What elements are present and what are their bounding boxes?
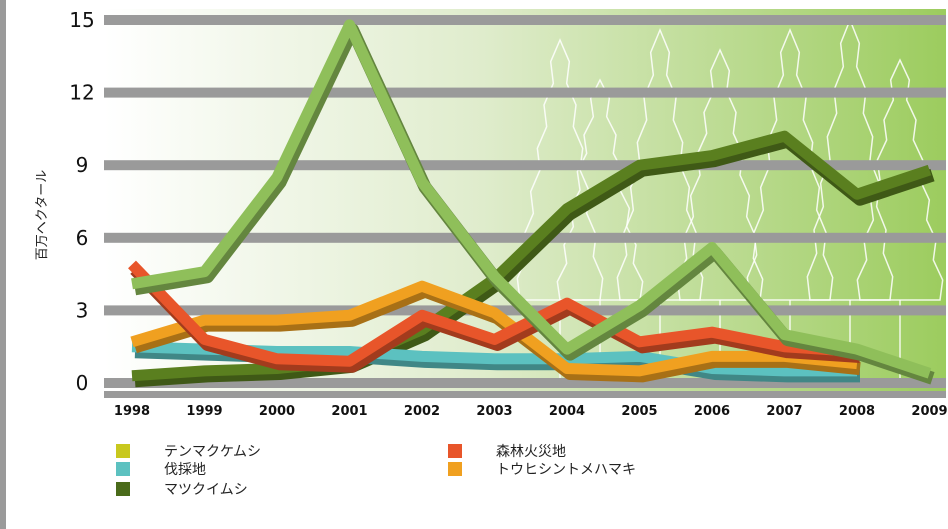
x-tick-label: 2004 [549, 404, 585, 419]
x-tick-label: 2007 [766, 404, 802, 419]
legend-label: トウヒシントメハマキ [496, 462, 636, 478]
legend-swatch [116, 482, 130, 496]
x-axis-line [104, 391, 946, 398]
legend-label: テンマクケムシ [164, 444, 262, 460]
x-tick-label: 2003 [476, 404, 512, 419]
y-tick-label: 12 [69, 81, 94, 105]
y-tick-label: 15 [69, 8, 94, 32]
y-tick-label: 6 [76, 226, 89, 250]
series-テンマクケムシ [131, 19, 935, 385]
series-マツクイムシ [131, 130, 935, 388]
legend-item: テンマクケムシ [116, 442, 261, 460]
gridline [104, 15, 946, 25]
x-tick-label: 2008 [839, 404, 875, 419]
series-line [128, 260, 858, 367]
legend-label: 伐採地 [164, 462, 206, 478]
x-tick-label: 2005 [621, 404, 657, 419]
series-森林火災地 [128, 260, 861, 373]
y-tick-label: 9 [76, 153, 89, 177]
y-tick-label: 0 [76, 371, 89, 395]
legend: テンマクケムシ 森林火災地伐採地 トウヒシントメハマキマツクイムシ [116, 442, 816, 512]
x-tick-label: 2002 [404, 404, 440, 419]
x-tick-label: 2000 [259, 404, 295, 419]
x-tick-label: 1998 [114, 404, 150, 419]
legend-label: 森林火災地 [496, 444, 566, 460]
legend-item: マツクイムシ [116, 480, 248, 498]
x-tick-label: 2001 [331, 404, 367, 419]
legend-item: トウヒシントメハマキ [448, 460, 636, 478]
legend-item: 伐採地 [116, 460, 206, 478]
x-tick-label: 2006 [694, 404, 730, 419]
series-line [131, 19, 932, 379]
legend-label: マツクイムシ [164, 482, 248, 498]
series-line [131, 130, 932, 382]
series-トウヒシントメハマキ [130, 280, 861, 383]
gridline [104, 378, 946, 388]
gridline [104, 232, 946, 243]
gridline [104, 160, 946, 171]
y-tick-label: 3 [76, 298, 89, 322]
y-axis-label: 百万ヘクタール [35, 170, 50, 260]
x-tick-label: 2009 [911, 404, 947, 419]
gridline [104, 87, 946, 98]
legend-swatch [116, 444, 130, 458]
legend-swatch [116, 462, 130, 476]
legend-item: 森林火災地 [448, 442, 566, 460]
legend-swatch [448, 462, 462, 476]
x-tick-label: 1999 [186, 404, 222, 419]
frame-edge [0, 0, 6, 529]
series-line [130, 280, 858, 377]
legend-swatch [448, 444, 462, 458]
